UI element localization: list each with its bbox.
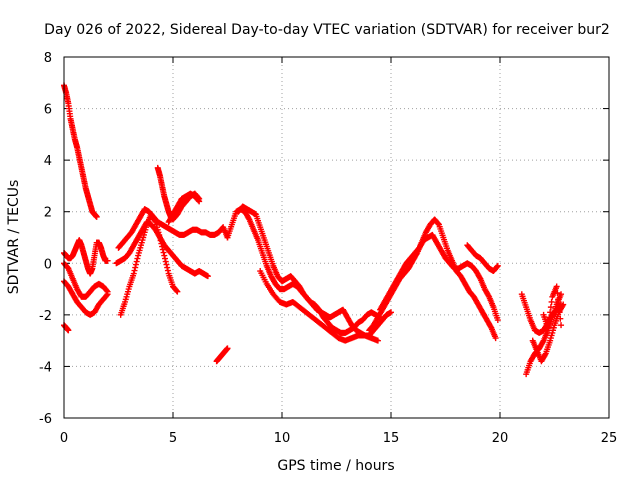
data-point xyxy=(164,267,171,274)
data-point xyxy=(224,345,231,352)
data-point xyxy=(494,317,501,324)
data-point xyxy=(485,292,492,299)
series-sat-d xyxy=(61,260,111,300)
data-point xyxy=(130,270,137,277)
data-point xyxy=(134,255,141,262)
series-sat-c xyxy=(61,278,111,318)
grid-lines xyxy=(64,57,609,418)
y-tick-label: 6 xyxy=(44,103,52,118)
series-sat-q xyxy=(464,242,501,275)
y-tick-label: 4 xyxy=(44,154,52,169)
y-tick-label: -2 xyxy=(39,309,52,324)
data-point xyxy=(151,217,158,224)
x-tick-label: 10 xyxy=(274,431,291,446)
data-point xyxy=(544,324,551,331)
data-point xyxy=(162,258,169,265)
data-point xyxy=(548,298,555,305)
series-sat-u xyxy=(540,283,565,331)
series-sat-h xyxy=(117,211,181,318)
y-tick-label: 2 xyxy=(44,206,52,221)
data-point xyxy=(558,291,565,298)
y-tick-label: -6 xyxy=(39,412,52,427)
series-sat-r xyxy=(518,291,565,336)
series-sat-p xyxy=(377,231,501,324)
data-point xyxy=(476,274,483,281)
data-point xyxy=(159,246,166,253)
data-point xyxy=(173,287,180,294)
data-point xyxy=(435,220,442,227)
tick-labels: 0 5 10 15 20 25 -6 -4 -2 0 2 4 6 8 xyxy=(39,51,617,446)
y-tick-label: 0 xyxy=(44,257,52,272)
series-sat-k xyxy=(213,345,231,365)
data-point xyxy=(174,288,181,295)
data-point xyxy=(196,198,203,205)
data-point xyxy=(195,197,202,204)
x-tick-label: 0 xyxy=(60,431,68,446)
data-point xyxy=(547,309,554,316)
series-sat-n xyxy=(257,268,381,344)
y-tick-label: 8 xyxy=(44,51,52,66)
x-tick-label: 20 xyxy=(492,431,509,446)
data-point xyxy=(539,338,546,345)
x-tick-label: 25 xyxy=(601,431,618,446)
data-point xyxy=(160,249,167,256)
data-point xyxy=(163,261,170,268)
data-point xyxy=(204,273,211,280)
plot-frame xyxy=(63,56,610,419)
data-point xyxy=(133,258,140,265)
data-point xyxy=(161,252,168,259)
data-point xyxy=(556,309,563,316)
data-point xyxy=(546,314,553,321)
data-point xyxy=(557,315,564,322)
data-point xyxy=(542,351,549,358)
data-point xyxy=(159,243,166,250)
series-sat-b xyxy=(61,237,111,277)
data-point xyxy=(547,304,554,311)
y-tick-label: -4 xyxy=(39,360,52,375)
data-point xyxy=(545,319,552,326)
data-point xyxy=(558,322,565,329)
data-point xyxy=(494,262,501,269)
data-point xyxy=(104,288,111,295)
data-point xyxy=(156,234,163,241)
data-point xyxy=(374,337,381,344)
x-axis-label: GPS time / hours xyxy=(277,458,394,474)
data-point xyxy=(132,261,139,268)
data-point xyxy=(104,257,111,264)
data-points xyxy=(61,82,567,378)
series-sat-f xyxy=(115,206,231,251)
data-point xyxy=(554,289,561,296)
y-axis-label: SDTVAR / TECUs xyxy=(6,180,22,295)
data-point xyxy=(388,309,394,316)
data-point xyxy=(555,302,562,309)
data-point xyxy=(131,267,138,274)
data-point xyxy=(65,327,72,334)
data-point xyxy=(132,264,139,271)
data-point xyxy=(162,255,169,262)
series-sat-j xyxy=(165,190,203,226)
data-point xyxy=(93,213,100,220)
data-point xyxy=(157,237,164,244)
x-tick-label: 15 xyxy=(383,431,400,446)
data-point xyxy=(494,263,501,270)
data-point xyxy=(103,287,110,294)
data-point xyxy=(245,215,252,222)
data-point xyxy=(560,301,567,308)
series-sat-a xyxy=(61,82,100,220)
chart-title: Day 026 of 2022, Sidereal Day-to-day VTE… xyxy=(44,22,610,38)
data-point xyxy=(492,335,499,342)
x-tick-label: 5 xyxy=(169,431,177,446)
data-point xyxy=(158,240,165,247)
data-point xyxy=(553,283,560,290)
data-point xyxy=(164,264,171,271)
data-point xyxy=(555,296,562,303)
data-point xyxy=(487,323,494,330)
